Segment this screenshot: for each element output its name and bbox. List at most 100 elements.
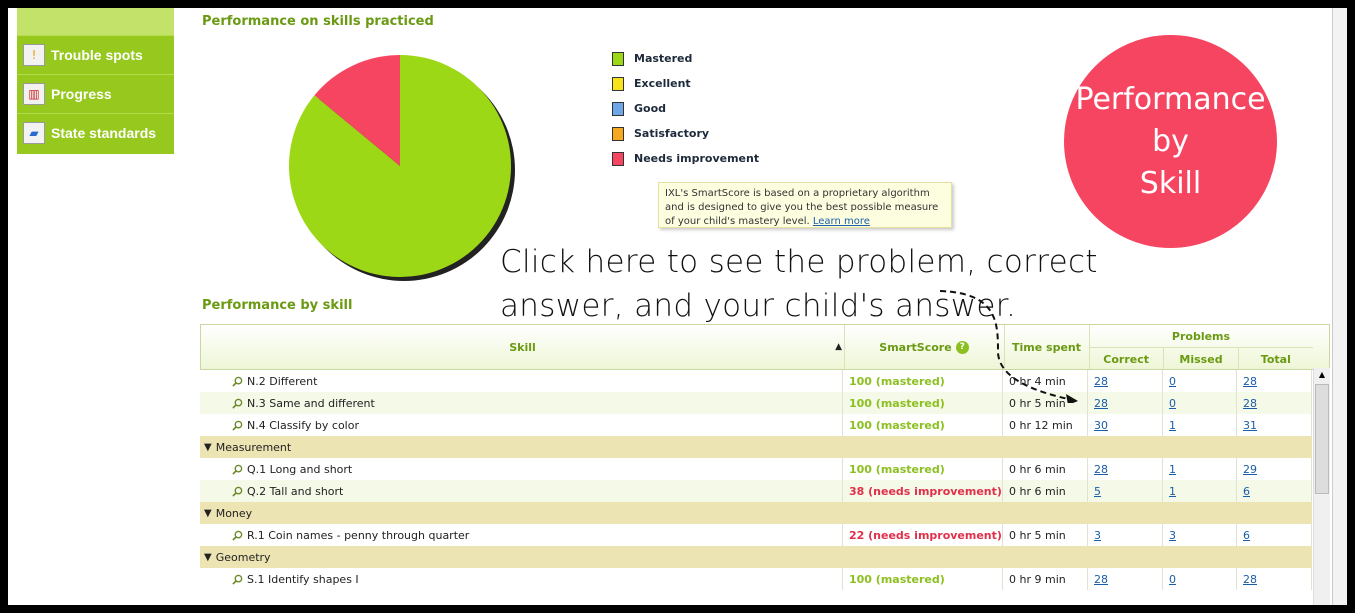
- page-scrollbar[interactable]: [1332, 8, 1347, 605]
- skill-name: N.2 Different: [247, 374, 318, 388]
- correct-link[interactable]: 28: [1094, 462, 1108, 476]
- table-row: Q.2 Tall and short 38 (needs improvement…: [200, 480, 1312, 502]
- correct-link[interactable]: 28: [1094, 374, 1108, 388]
- badge-line: Performance: [1075, 81, 1266, 117]
- group-label: Measurement: [215, 440, 292, 454]
- skill-cell: N.4 Classify by color: [200, 414, 843, 436]
- missed-link[interactable]: 3: [1169, 528, 1176, 542]
- column-header-skill[interactable]: Skill ▲: [201, 325, 845, 369]
- correct-link[interactable]: 3: [1094, 528, 1101, 542]
- total-link[interactable]: 6: [1243, 528, 1250, 542]
- scroll-thumb[interactable]: [1315, 384, 1329, 494]
- correct-cell: 30: [1088, 414, 1163, 436]
- sidebar-nav: ! Trouble spots ▥ Progress ▰ State stand…: [17, 8, 174, 154]
- total-link[interactable]: 29: [1243, 462, 1257, 476]
- table-row: Q.1 Long and short 100 (mastered) 0 hr 6…: [200, 458, 1312, 480]
- column-header-missed: Missed: [1164, 348, 1239, 370]
- correct-link[interactable]: 28: [1094, 572, 1108, 586]
- total-link[interactable]: 28: [1243, 572, 1257, 586]
- legend-label: Good: [634, 102, 667, 115]
- correct-link[interactable]: 28: [1094, 396, 1108, 410]
- correct-link[interactable]: 30: [1094, 418, 1108, 432]
- magnifier-icon[interactable]: [232, 398, 243, 409]
- missed-link[interactable]: 0: [1169, 374, 1176, 388]
- correct-link[interactable]: 5: [1094, 484, 1101, 498]
- performance-badge: Performance by Skill: [1064, 35, 1277, 248]
- column-header-total: Total: [1260, 352, 1291, 366]
- smartscore-cell: 100 (mastered): [843, 370, 1003, 392]
- time-cell: 0 hr 6 min: [1003, 458, 1088, 480]
- time-cell: 0 hr 12 min: [1003, 414, 1088, 436]
- nav-state-standards[interactable]: ▰ State standards: [17, 113, 174, 152]
- legend-item: Excellent: [612, 71, 759, 96]
- skill-cell: S.1 Identify shapes I: [200, 568, 843, 590]
- legend-label: Satisfactory: [634, 127, 710, 140]
- total-cell: 29: [1237, 458, 1312, 480]
- skill-name: S.1 Identify shapes I: [247, 572, 359, 586]
- magnifier-icon[interactable]: [232, 530, 243, 541]
- missed-link[interactable]: 0: [1169, 572, 1176, 586]
- nav-progress[interactable]: ▥ Progress: [17, 74, 174, 113]
- skills-table: Skill ▲ SmartScore ? Time spent Problems…: [200, 324, 1330, 605]
- missed-cell: 1: [1163, 480, 1237, 502]
- nav-label: Trouble spots: [51, 47, 143, 63]
- table-row: N.4 Classify by color 100 (mastered) 0 h…: [200, 414, 1312, 436]
- group-label: Geometry: [215, 550, 271, 564]
- table-group-row: ▼ Money: [200, 502, 1312, 524]
- magnifier-icon[interactable]: [232, 376, 243, 387]
- scroll-up-icon[interactable]: ▲: [1318, 370, 1326, 379]
- annotation-arrow: [939, 290, 1079, 403]
- table-row: N.2 Different 100 (mastered) 0 hr 4 min …: [200, 370, 1312, 392]
- skill-name: N.4 Classify by color: [247, 418, 359, 432]
- legend-swatch: [612, 76, 624, 91]
- smartscore-tooltip: IXL's SmartScore is based on a proprieta…: [658, 182, 952, 228]
- correct-cell: 28: [1088, 392, 1163, 414]
- learn-more-link[interactable]: Learn more: [812, 216, 870, 227]
- header-label: Skill: [509, 340, 536, 354]
- pie-chart: [289, 55, 515, 281]
- report-page: ! Trouble spots ▥ Progress ▰ State stand…: [8, 8, 1347, 605]
- sort-asc-icon[interactable]: ▲: [835, 342, 842, 352]
- missed-link[interactable]: 0: [1169, 396, 1176, 410]
- total-cell: 28: [1237, 568, 1312, 590]
- legend-label: Mastered: [634, 52, 693, 65]
- total-link[interactable]: 28: [1243, 396, 1257, 410]
- correct-cell: 3: [1088, 524, 1163, 546]
- total-link[interactable]: 31: [1243, 418, 1257, 432]
- problems-header-group: Problems Correct Missed Total: [1089, 325, 1313, 370]
- help-icon[interactable]: ?: [955, 340, 969, 354]
- header-label: SmartScore: [879, 340, 952, 354]
- total-cell: 31: [1237, 414, 1312, 436]
- table-row: R.1 Coin names - penny through quarter 2…: [200, 524, 1312, 546]
- magnifier-icon[interactable]: [232, 486, 243, 497]
- skill-cell: N.2 Different: [200, 370, 843, 392]
- skill-name: Q.2 Tall and short: [247, 484, 344, 498]
- missed-cell: 1: [1163, 458, 1237, 480]
- badge-line: Skill: [1139, 165, 1202, 201]
- total-link[interactable]: 28: [1243, 374, 1257, 388]
- missed-cell: 0: [1163, 392, 1237, 414]
- annotation-text: Click here to see the problem, correct a…: [500, 240, 1098, 328]
- table-scrollbar[interactable]: ▲: [1313, 368, 1330, 605]
- smartscore-cell: 100 (mastered): [843, 414, 1003, 436]
- time-cell: 0 hr 6 min: [1003, 480, 1088, 502]
- skill-name: N.3 Same and different: [247, 396, 375, 410]
- warning-icon: !: [23, 44, 45, 66]
- collapse-icon[interactable]: ▼: [204, 441, 212, 453]
- missed-link[interactable]: 1: [1169, 462, 1176, 476]
- magnifier-icon[interactable]: [232, 420, 243, 431]
- total-link[interactable]: 6: [1243, 484, 1250, 498]
- skill-cell: Q.2 Tall and short: [200, 480, 843, 502]
- magnifier-icon[interactable]: [232, 574, 243, 585]
- collapse-icon[interactable]: ▼: [204, 507, 212, 519]
- column-header-problems: Problems: [1089, 325, 1313, 348]
- missed-link[interactable]: 1: [1169, 484, 1176, 498]
- column-header-smartscore: SmartScore ?: [844, 325, 1005, 369]
- missed-link[interactable]: 1: [1169, 418, 1176, 432]
- badge-line: by: [1152, 123, 1189, 159]
- chart-icon: ▥: [23, 83, 45, 105]
- collapse-icon[interactable]: ▼: [204, 551, 212, 563]
- magnifier-icon[interactable]: [232, 464, 243, 475]
- nav-label: Progress: [51, 86, 112, 102]
- nav-trouble-spots[interactable]: ! Trouble spots: [17, 35, 174, 74]
